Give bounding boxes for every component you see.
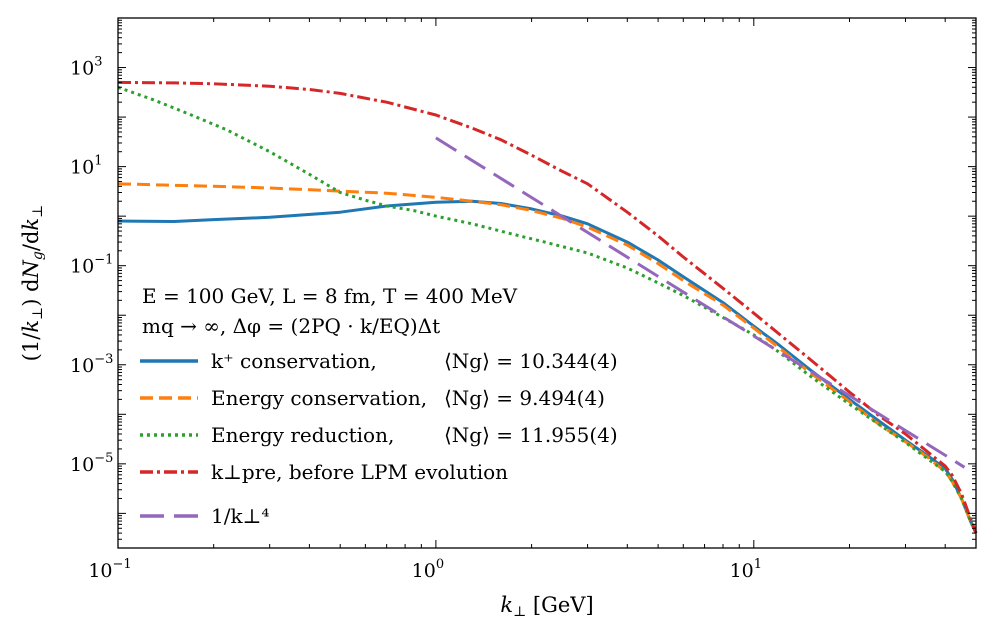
legend-entry-energy-reduction: Energy reduction, ⟨Ng⟩ = 11.955(4) xyxy=(140,423,618,447)
legend-avg-energy-conservation: ⟨Ng⟩ = 9.494(4) xyxy=(444,386,605,410)
y-tick-label: 101 xyxy=(70,154,102,179)
legend-avg-energy-reduction: ⟨Ng⟩ = 11.955(4) xyxy=(444,423,618,447)
series-line-4 xyxy=(435,136,966,469)
legend-avg-kplus: ⟨Ng⟩ = 10.344(4) xyxy=(444,349,618,373)
x-tick-label: 10−1 xyxy=(88,557,131,582)
y-tick-label: 10−1 xyxy=(70,253,113,278)
annotation-line-2: mq → ∞, Δφ = (2PQ · k/EQ)Δt xyxy=(142,314,440,338)
x-axis-label: k⊥ [GeV] xyxy=(500,593,593,620)
y-tick-label: 10−3 xyxy=(70,352,113,377)
legend-label-kpre: k⊥pre, before LPM evolution xyxy=(211,460,508,484)
y-tick-label: 103 xyxy=(70,55,102,80)
legend-label-power-law: 1/k⊥⁴ xyxy=(211,504,269,528)
series-line-0 xyxy=(117,199,978,534)
legend-label-energy-conservation: Energy conservation, xyxy=(211,386,427,410)
plot-series xyxy=(117,80,978,534)
series-line-2 xyxy=(117,85,978,534)
x-tick-label: 101 xyxy=(730,557,762,582)
y-tick-label: 10−5 xyxy=(70,451,113,476)
legend-label-kplus: k⁺ conservation, xyxy=(211,349,377,373)
legend-label-energy-reduction: Energy reduction, xyxy=(211,423,394,447)
y-axis-label: (1/k⊥) dNg/dk⊥ xyxy=(19,205,46,362)
legend-entry-kpre: k⊥pre, before LPM evolution xyxy=(140,460,508,484)
legend: k⁺ conservation, ⟨Ng⟩ = 10.344(4) Energy… xyxy=(140,349,618,528)
parameter-annotations: E = 100 GeV, L = 8 fm, T = 400 MeV mq → … xyxy=(142,284,518,338)
axes-frame xyxy=(117,17,977,549)
x-tick-label: 100 xyxy=(412,557,444,582)
annotation-line-1: E = 100 GeV, L = 8 fm, T = 400 MeV xyxy=(142,284,518,308)
axis-tick-labels: 10−1 100 101 10−5 10−3 10−1 101 103 xyxy=(70,55,762,582)
legend-entry-energy-conservation: Energy conservation, ⟨Ng⟩ = 9.494(4) xyxy=(140,386,605,410)
legend-entry-kplus: k⁺ conservation, ⟨Ng⟩ = 10.344(4) xyxy=(140,349,618,373)
axis-ticks xyxy=(117,18,977,549)
legend-entry-power-law: 1/k⊥⁴ xyxy=(140,504,269,528)
